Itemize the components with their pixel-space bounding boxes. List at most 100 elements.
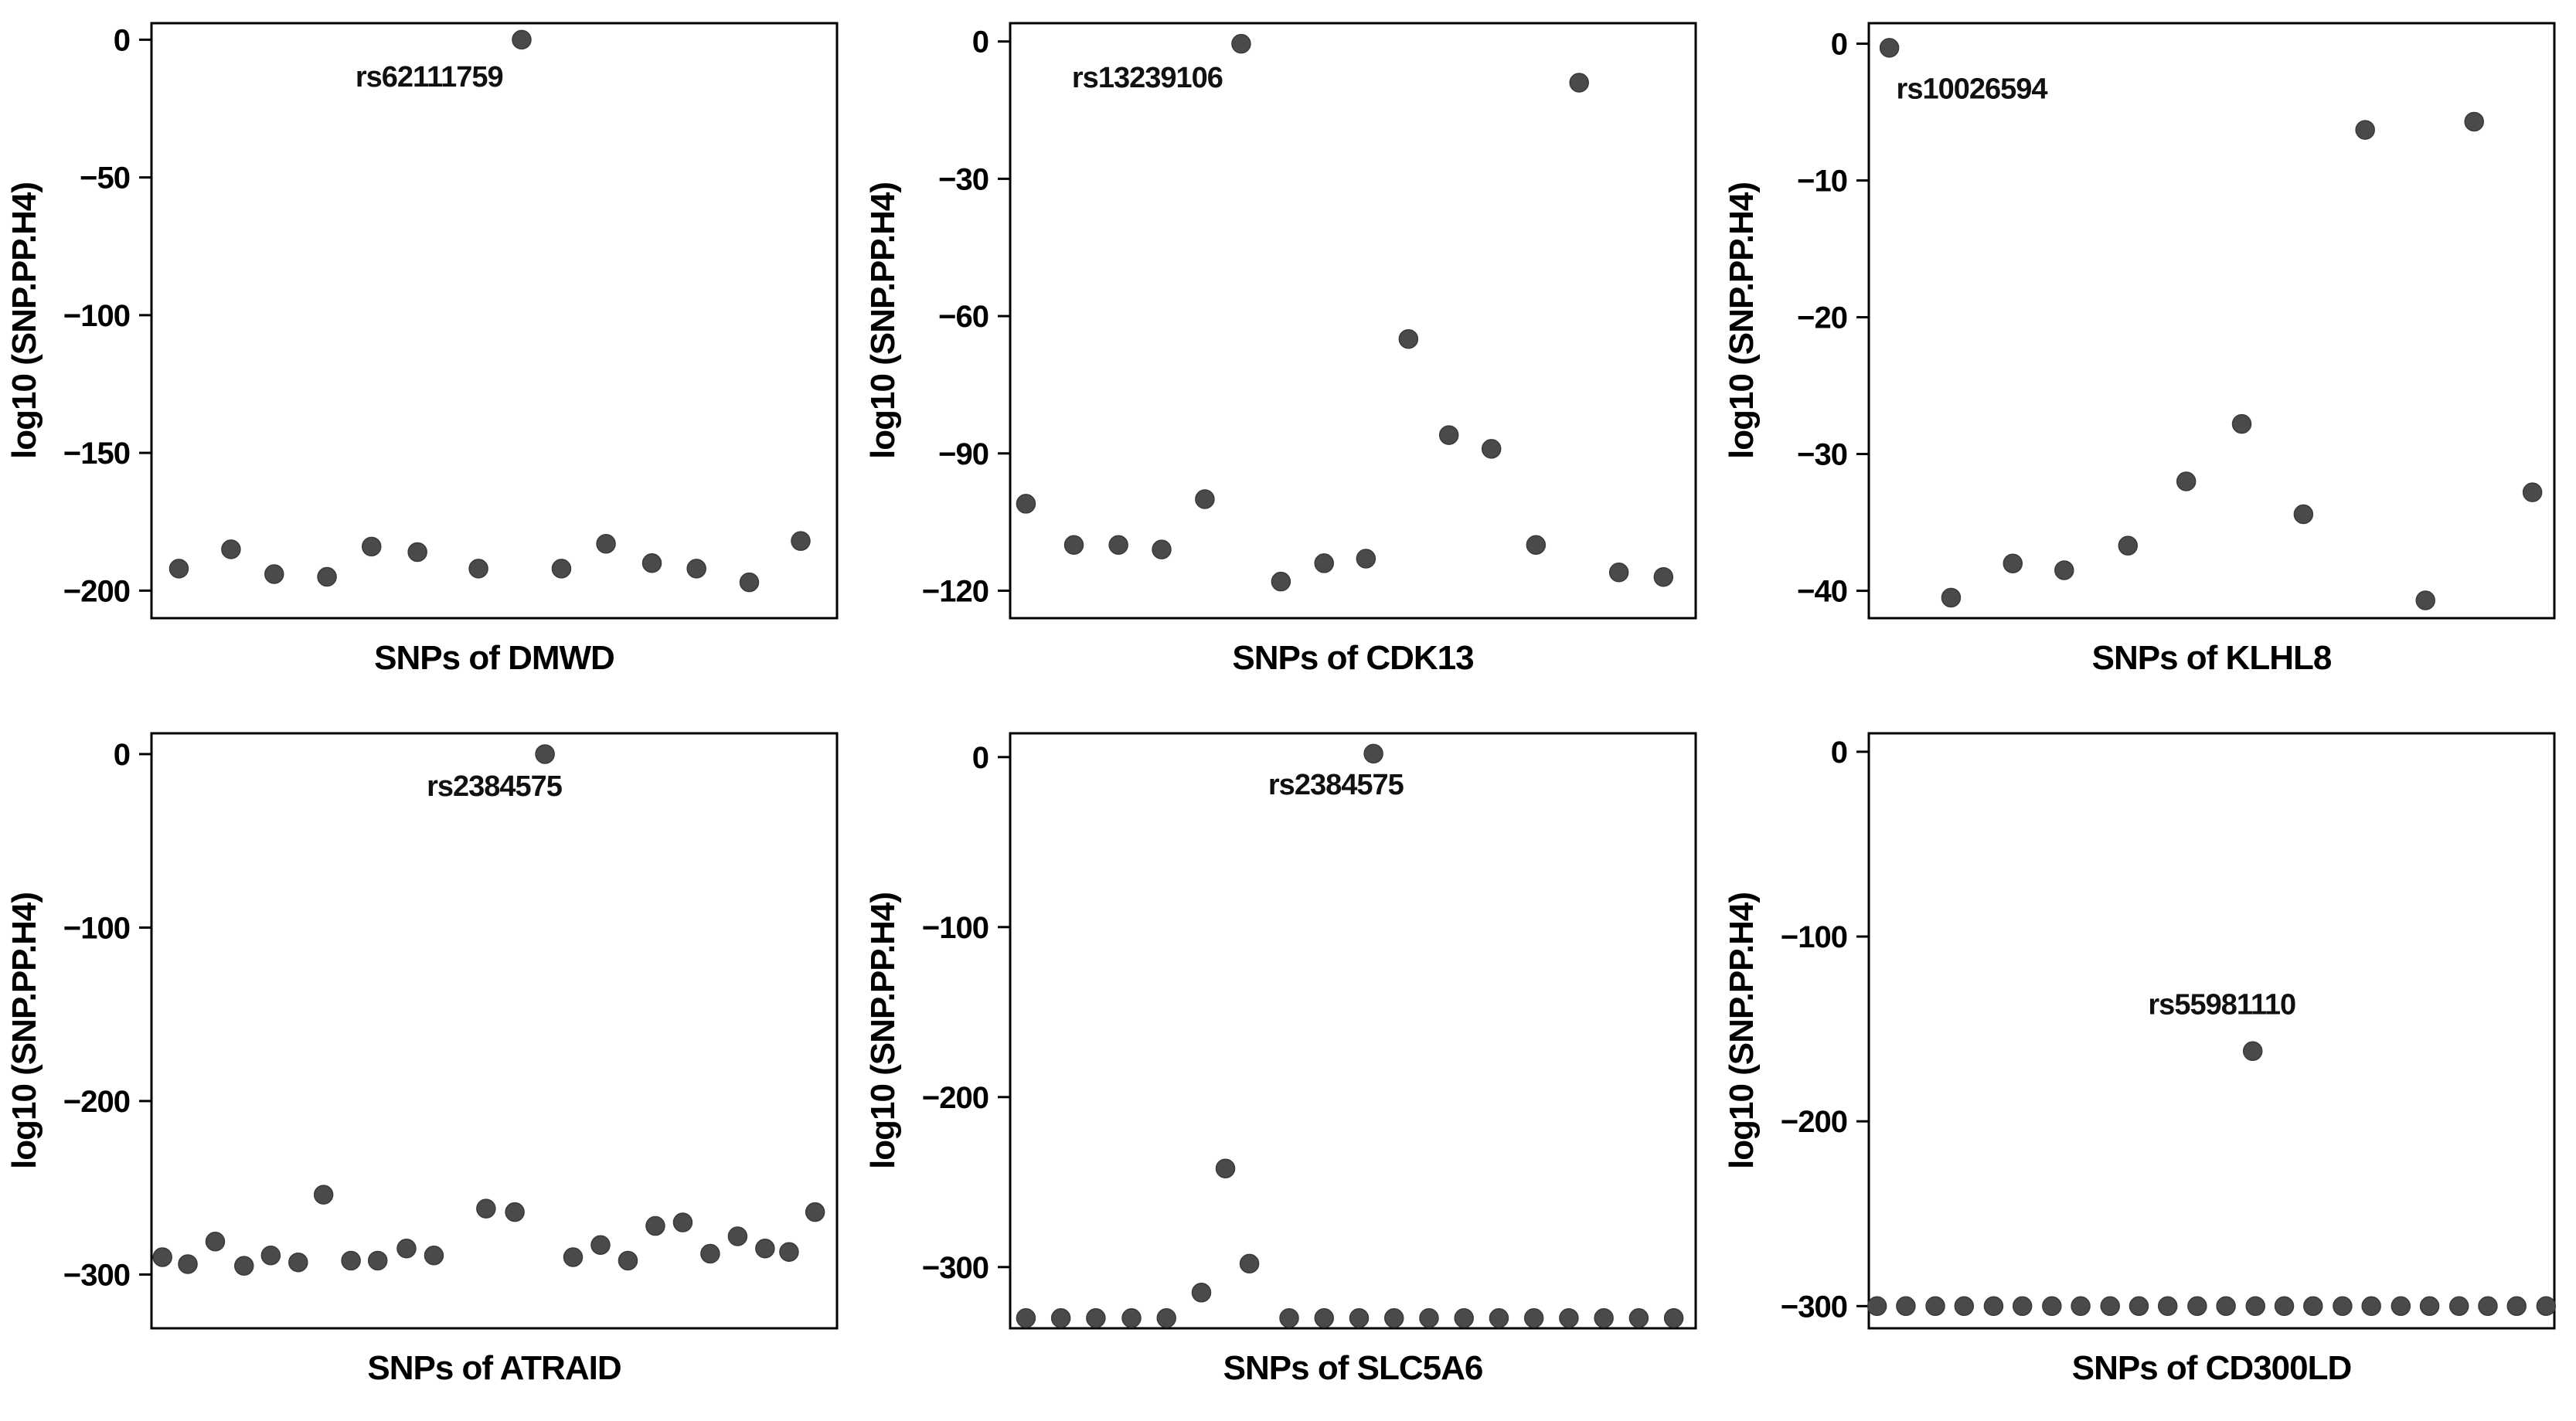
data-point [1454, 1308, 1474, 1328]
data-point [1063, 535, 1084, 555]
data-point [2216, 1296, 2236, 1317]
snp-annotation: rs2384575 [427, 770, 563, 803]
data-point [1156, 1308, 1176, 1328]
plot-frame [1009, 732, 1697, 1330]
data-point [2448, 1296, 2469, 1317]
snp-annotation: rs55981110 [2148, 988, 2295, 1021]
y-axis-title: log10 (SNP.PP.H4) [1723, 182, 1761, 459]
plot-frame [150, 22, 839, 620]
y-axis-title: log10 (SNP.PP.H4) [5, 182, 43, 459]
data-point [1191, 1283, 1212, 1303]
data-point [407, 542, 427, 563]
data-point [1663, 1308, 1684, 1328]
data-point [1419, 1308, 1439, 1328]
data-point [2231, 413, 2252, 434]
data-point [1523, 1308, 1544, 1328]
data-point [1383, 1308, 1404, 1328]
data-point [1239, 1253, 1260, 1274]
data-point [1594, 1308, 1614, 1328]
data-point [700, 1243, 720, 1264]
y-tick-label: −100 [63, 299, 130, 333]
y-tick-label: −200 [1781, 1105, 1847, 1139]
data-point [645, 1215, 665, 1236]
data-point [2333, 1296, 2353, 1317]
y-tick-label: −60 [938, 300, 989, 334]
data-point [476, 1198, 496, 1219]
plot-frame [1867, 22, 2556, 620]
snp-annotation: rs62111759 [356, 61, 503, 93]
x-axis-title: SNPs of DMWD [374, 639, 614, 677]
y-tick-label: −30 [1797, 438, 1847, 472]
data-point [1954, 1296, 1975, 1317]
data-point [1628, 1308, 1649, 1328]
data-point [2361, 1296, 2381, 1317]
data-point [1363, 743, 1383, 764]
data-point [2012, 1296, 2033, 1317]
data-point [505, 1202, 525, 1222]
x-axis-title: SNPs of ATRAID [367, 1349, 621, 1387]
y-tick-label: 0 [972, 25, 989, 59]
data-point [178, 1254, 198, 1274]
data-point [1016, 494, 1036, 514]
data-point [535, 744, 555, 764]
data-point [2042, 1296, 2062, 1317]
data-point [2129, 1296, 2149, 1317]
data-point [221, 539, 241, 559]
data-point [361, 536, 382, 557]
data-point [2245, 1296, 2266, 1317]
data-point [1152, 539, 1172, 559]
y-tick-label: −50 [80, 161, 130, 195]
data-point [168, 559, 189, 579]
data-point [1896, 1296, 1916, 1317]
scatter-panel-1: 0 −50 −100 −150 −200 log10 (SNP.PP.H4) SNPs of… [5, 22, 839, 677]
data-point [512, 29, 532, 50]
data-point [1489, 1308, 1509, 1328]
data-point [288, 1252, 308, 1273]
data-point [1271, 571, 1291, 592]
data-point [1983, 1296, 2004, 1317]
data-point [2464, 111, 2484, 132]
data-point [805, 1202, 825, 1222]
data-point [1215, 1158, 1236, 1178]
data-point [1349, 1308, 1370, 1328]
data-point [2176, 471, 2197, 491]
y-axis-title: log10 (SNP.PP.H4) [5, 892, 43, 1169]
y-tick-label: −100 [1781, 920, 1847, 954]
data-point [563, 1247, 584, 1267]
y-tick-label: 0 [114, 23, 130, 57]
data-point [1879, 38, 1900, 58]
data-point [313, 1185, 334, 1205]
x-axis-title: SNPs of CDK13 [1232, 639, 1473, 677]
x-axis-title: SNPs of CD300LD [2072, 1349, 2352, 1387]
data-point [233, 1256, 254, 1276]
data-point [590, 1235, 611, 1255]
data-point [1279, 1308, 1299, 1328]
y-tick-label: −40 [1797, 575, 1847, 609]
data-point [1016, 1308, 1036, 1328]
y-tick-label: −300 [922, 1251, 989, 1285]
y-tick-label: 0 [1831, 28, 1847, 62]
y-tick-label: −300 [1781, 1290, 1847, 1324]
y-axis-title: log10 (SNP.PP.H4) [864, 182, 902, 459]
data-point [205, 1232, 226, 1252]
data-point [1608, 563, 1629, 583]
data-point [2391, 1296, 2411, 1317]
data-point [1526, 535, 1547, 555]
data-point [468, 559, 488, 579]
snp-annotation: rs2384575 [1268, 769, 1404, 801]
data-point [1569, 73, 1589, 93]
snp-annotation: rs13239106 [1072, 62, 1223, 94]
y-tick-label: −200 [922, 1081, 989, 1115]
data-point [686, 559, 706, 579]
y-tick-label: −10 [1797, 165, 1847, 199]
data-point [1086, 1308, 1106, 1328]
data-point [2054, 560, 2074, 580]
data-point [1481, 439, 1502, 459]
data-point [2118, 535, 2139, 556]
data-point [1653, 566, 1674, 587]
data-point [264, 564, 284, 584]
data-point [779, 1242, 799, 1262]
data-point [2355, 120, 2375, 140]
data-point [727, 1226, 748, 1246]
